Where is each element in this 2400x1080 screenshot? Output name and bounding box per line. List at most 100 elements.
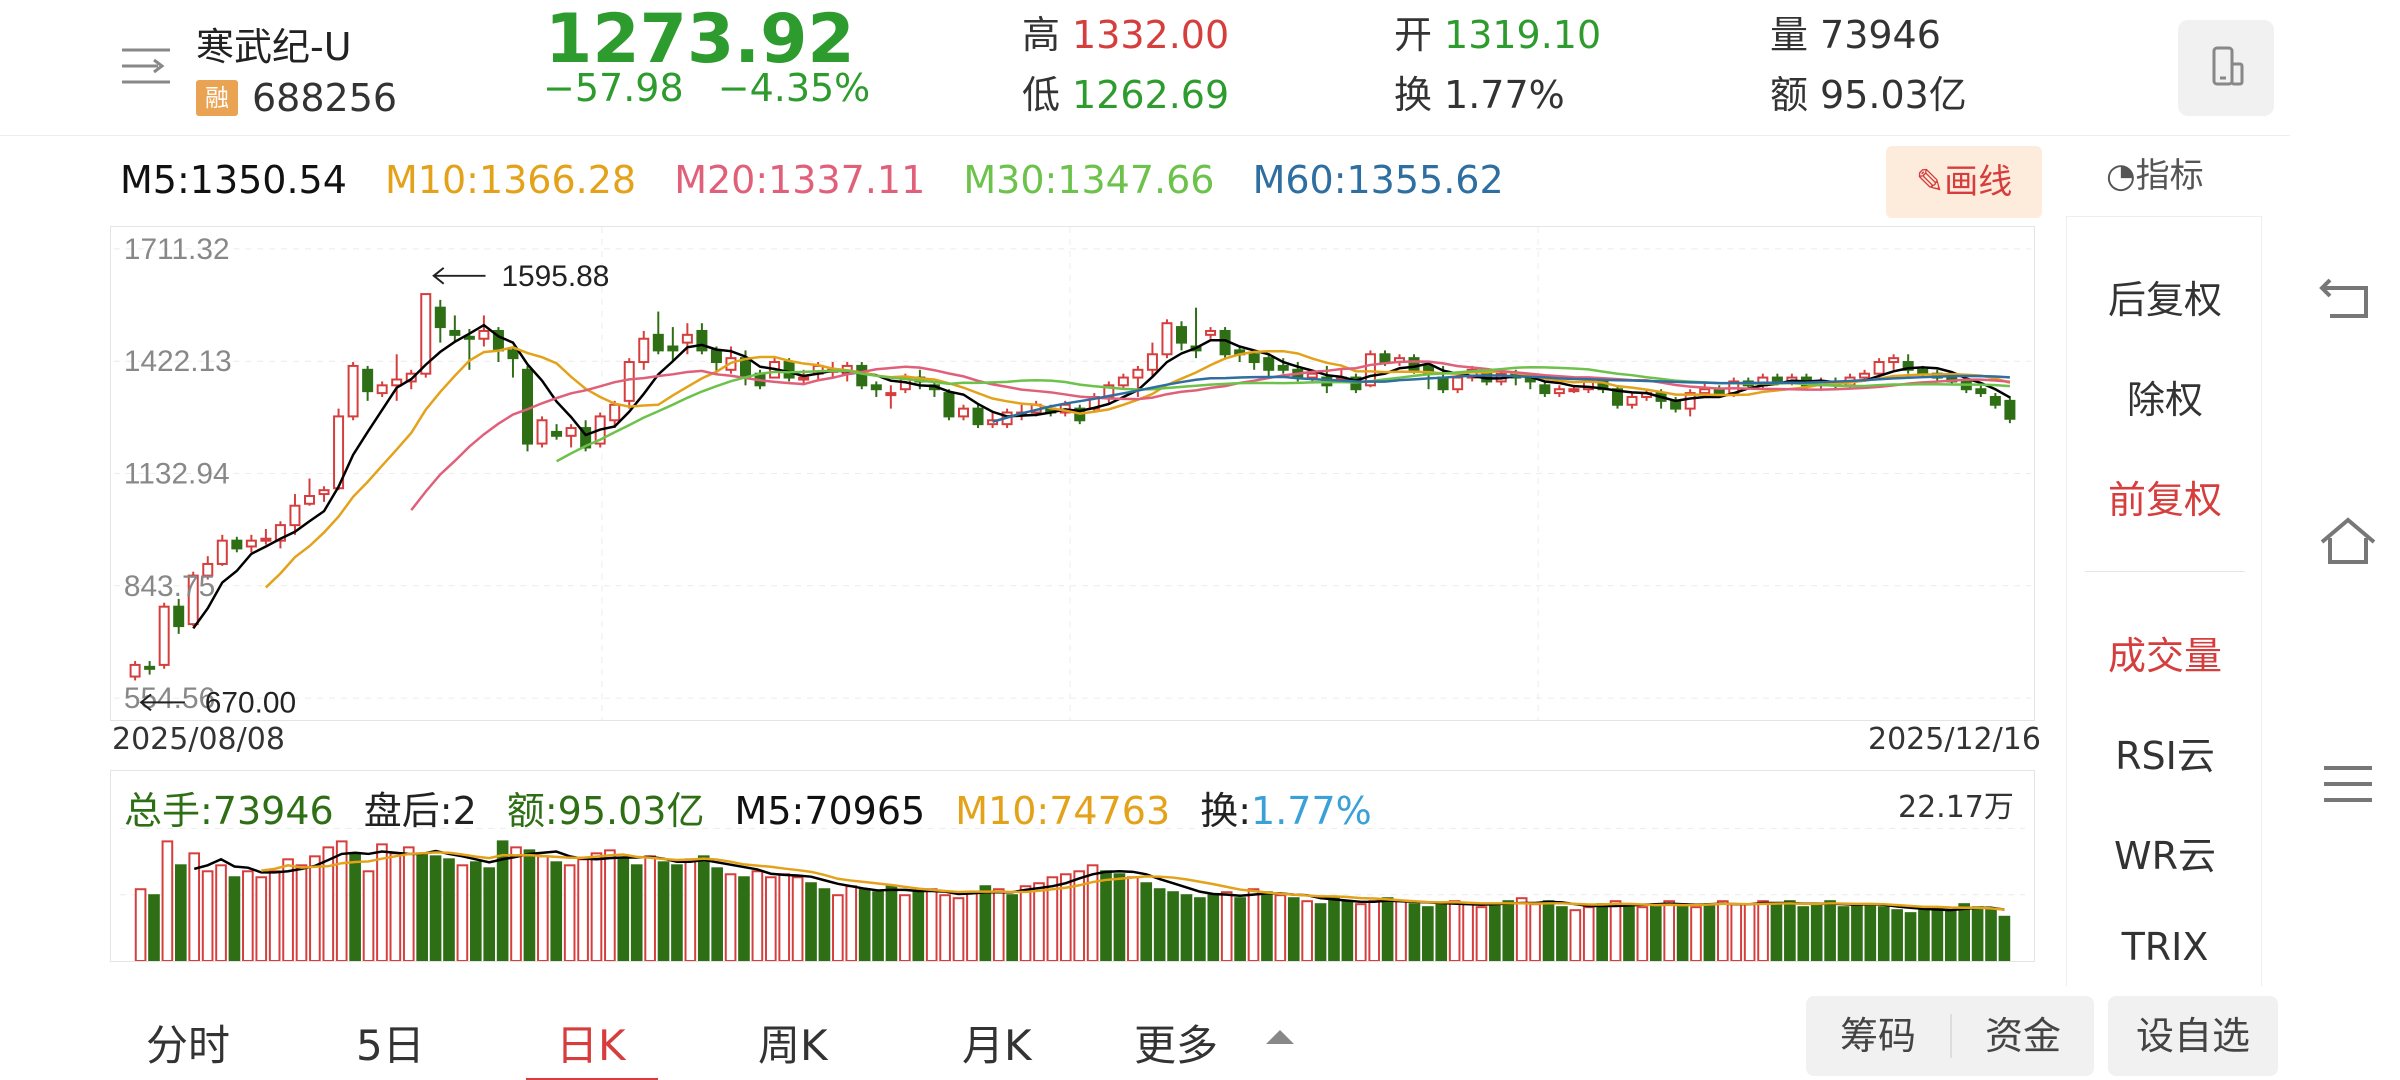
- tab-daily-k[interactable]: 日K: [556, 1021, 626, 1070]
- candle-body: [420, 293, 432, 375]
- volume-bar: [1851, 903, 1863, 961]
- tab-intraday[interactable]: 分时: [146, 1021, 231, 1070]
- volume-bar: [1636, 906, 1649, 961]
- candle-body: [1248, 353, 1260, 364]
- volume-bar: [1690, 906, 1702, 961]
- candle-body: [289, 504, 301, 527]
- candle-body: [449, 329, 461, 336]
- volume-bar: [1341, 900, 1354, 961]
- volume-chart[interactable]: [110, 770, 2035, 962]
- volume-bar: [1623, 903, 1635, 961]
- caret-up-icon[interactable]: [1266, 1030, 1294, 1044]
- turnover-stat: 换 1.77%: [1394, 64, 1565, 119]
- ma20-label: M20:1337.11: [674, 158, 926, 202]
- candle-body: [580, 427, 592, 449]
- candle-body: [260, 537, 272, 542]
- candle-body: [507, 349, 519, 360]
- candle-body: [158, 605, 170, 666]
- volume-bar: [925, 888, 938, 961]
- volume-bar: [1958, 903, 1971, 961]
- y-tick-label: 554.56: [124, 682, 215, 715]
- amount-value: 95.03亿: [1820, 73, 1967, 117]
- volume-bar: [537, 855, 549, 961]
- volume-bar: [295, 864, 308, 961]
- candle-body: [1568, 388, 1580, 393]
- total-volume-label: 总手:73946: [124, 789, 334, 833]
- candle-body: [231, 539, 243, 550]
- add-watchlist-button[interactable]: 设自选: [2108, 996, 2278, 1076]
- volume-bar: [1944, 909, 1957, 961]
- volume-bar: [1569, 909, 1582, 961]
- volume-label: 量: [1770, 13, 1809, 57]
- volume-bar: [1408, 903, 1421, 961]
- forward-adjust-option[interactable]: 前复权: [2107, 478, 2222, 522]
- tab-monthly-k[interactable]: 月K: [962, 1021, 1032, 1070]
- trix-indicator-option[interactable]: TRIX: [2121, 925, 2209, 969]
- back-adjust-option[interactable]: 后复权: [2107, 278, 2222, 322]
- volume-bar: [1542, 900, 1555, 961]
- candle-body: [463, 335, 475, 340]
- recent-apps-icon[interactable]: [2318, 760, 2378, 810]
- candle-body: [536, 419, 548, 445]
- orientation-button[interactable]: [2178, 20, 2274, 116]
- volume-bar: [1931, 906, 1944, 961]
- volume-bar: [1649, 903, 1662, 961]
- ex-rights-option[interactable]: 除权: [2126, 378, 2203, 422]
- ma30-label: M30:1347.66: [963, 158, 1215, 202]
- volume-bar: [1663, 900, 1676, 961]
- tab-weekly-k[interactable]: 周K: [758, 1021, 828, 1070]
- volume-bar: [979, 885, 992, 961]
- menu-icon[interactable]: [118, 44, 174, 88]
- volume-bar: [1261, 891, 1273, 961]
- candle-body: [1771, 376, 1783, 383]
- volume-bar: [255, 876, 268, 961]
- y-tick-label: 1422.13: [124, 345, 232, 378]
- candle-body: [1175, 326, 1188, 344]
- candle-body: [1117, 376, 1129, 387]
- volume-bar: [805, 882, 817, 961]
- volume-bar: [215, 864, 227, 961]
- volume-bar: [1207, 894, 1220, 961]
- rsi-indicator-option[interactable]: RSI云: [2115, 734, 2215, 778]
- tab-more[interactable]: 更多: [1134, 1021, 1219, 1070]
- volume-bar: [469, 861, 482, 961]
- volume-bar: [1100, 870, 1112, 961]
- candle-body: [696, 329, 708, 352]
- volume-bar: [134, 888, 147, 961]
- volume-bar: [751, 870, 764, 961]
- volume-bar: [1153, 888, 1166, 961]
- volume-bar: [1556, 906, 1568, 961]
- candle-body: [376, 384, 388, 395]
- draw-line-button[interactable]: ✎画线: [1886, 146, 2042, 218]
- volume-indicator-option[interactable]: 成交量: [2107, 634, 2222, 678]
- volume-bar: [711, 867, 723, 961]
- volume-bar: [1180, 894, 1193, 961]
- fund-button[interactable]: 资金: [1984, 1014, 2061, 1058]
- wr-indicator-option[interactable]: WR云: [2114, 834, 2216, 878]
- candle-body: [638, 337, 650, 364]
- volume-bar: [1274, 894, 1287, 961]
- volume-bar: [1797, 906, 1810, 961]
- home-icon[interactable]: [2318, 516, 2378, 566]
- volume-bar: [1033, 882, 1045, 961]
- chip-button[interactable]: 筹码: [1839, 1014, 1916, 1058]
- volume-bar: [1314, 903, 1327, 961]
- candlestick-chart[interactable]: 1711.32 1422.13 1132.94 843.75 554.56 1595.88…: [110, 226, 2035, 721]
- volume-bar: [228, 876, 241, 961]
- volume-stat: 量 73946: [1770, 4, 1941, 59]
- volume-bar: [738, 876, 750, 961]
- volume-bar: [872, 891, 884, 961]
- indicator-button[interactable]: ◔指标: [2106, 148, 2204, 197]
- volume-bar: [1824, 900, 1836, 961]
- vol-turnover-value: 1.77%: [1251, 789, 1372, 833]
- volume-legend: 总手:73946 盘后:2 额:95.03亿 M5:70965 M10:7476…: [124, 780, 1390, 835]
- back-icon[interactable]: [2318, 272, 2378, 322]
- ma-legend: M5:1350.54 M10:1366.28 M20:1337.11 M30:1…: [120, 158, 1530, 202]
- volume-bar: [1368, 900, 1381, 961]
- tab-5-day[interactable]: 5日: [356, 1021, 425, 1070]
- volume-bar: [832, 894, 844, 961]
- candle-body: [362, 368, 374, 393]
- volume-value: 73946: [1820, 13, 1941, 57]
- volume-bar: [402, 846, 415, 961]
- ma60-line: [992, 374, 2010, 424]
